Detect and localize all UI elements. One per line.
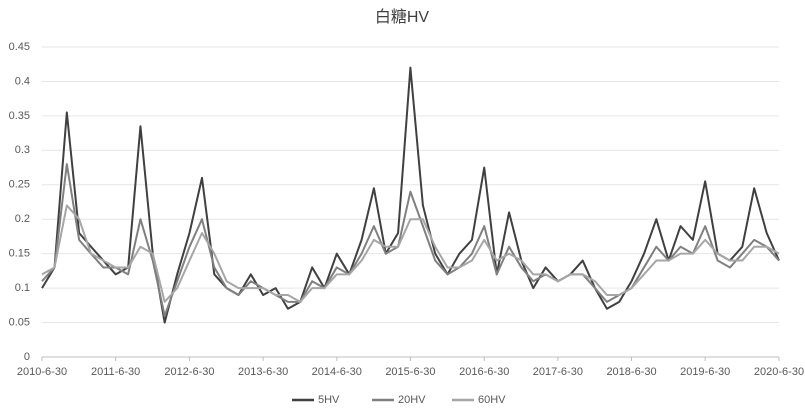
- x-tick-label: 2014-6-30: [312, 366, 362, 378]
- series-line: [41, 163, 780, 317]
- chart-title: 白糖HV: [375, 8, 430, 26]
- y-tick-label: 0.3: [15, 144, 30, 156]
- y-tick-label: 0.25: [9, 179, 30, 191]
- x-tick-label: 2019-6-30: [680, 366, 730, 378]
- y-tick-label: 0.1: [15, 282, 30, 294]
- y-tick-label: 0.05: [9, 316, 30, 328]
- x-tick-label: 2016-6-30: [459, 366, 509, 378]
- x-tick-label: 2011-6-30: [91, 366, 140, 378]
- x-tick-label: 2012-6-30: [164, 366, 214, 378]
- y-tick-label: 0.4: [15, 75, 30, 87]
- x-tick-label: 2010-6-30: [17, 366, 67, 378]
- legend-label: 20HV: [398, 394, 426, 406]
- y-tick-label: 0.35: [9, 110, 30, 122]
- x-tick-label: 2015-6-30: [385, 366, 435, 378]
- y-tick-label: 0: [24, 351, 30, 363]
- legend-label: 60HV: [478, 394, 506, 406]
- x-tick-label: 2017-6-30: [533, 366, 583, 378]
- x-tick-label: 2020-6-30: [754, 366, 804, 378]
- y-tick-label: 0.2: [15, 213, 30, 225]
- y-tick-label: 0.45: [9, 41, 30, 53]
- legend-label: 5HV: [318, 394, 340, 406]
- x-tick-label: 2013-6-30: [238, 366, 288, 378]
- series-line: [41, 204, 780, 303]
- x-tick-label: 2018-6-30: [606, 366, 656, 378]
- y-tick-label: 0.15: [9, 248, 30, 260]
- series-line: [41, 66, 780, 324]
